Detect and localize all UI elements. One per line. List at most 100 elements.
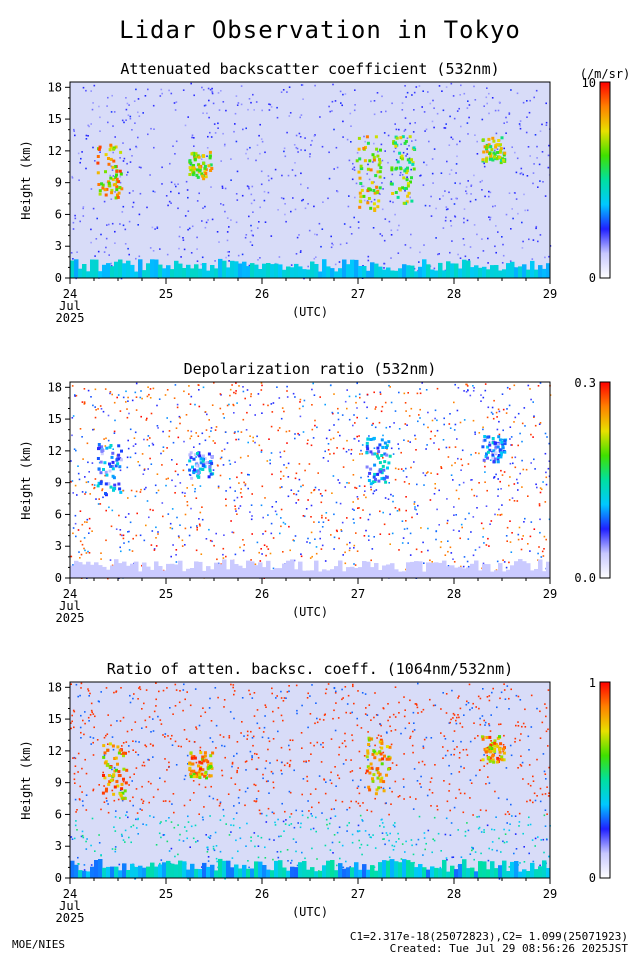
boundary-cell [542,860,547,878]
noise-dot [516,478,518,481]
noise-dot [177,745,180,747]
noise-dot [455,172,457,174]
cloud-cell [482,458,486,462]
noise-dot [271,411,274,413]
cloud-cell [109,176,113,180]
boundary-cell [98,271,103,278]
noise-dot [453,730,456,732]
noise-dot [430,777,433,779]
boundary-cell [482,266,487,278]
noise-dot [457,253,459,256]
cloud-cell [124,781,128,785]
cloud-cell [378,740,382,744]
boundary-cell [286,266,291,278]
noise-dot [155,545,158,547]
noise-dot [506,540,508,542]
noise-dot [409,441,411,443]
noise-dot [453,561,456,563]
boundary-layer [70,858,551,878]
noise-dot [382,751,385,754]
cloud-cell [108,184,112,188]
noise-dot [429,438,432,440]
noise-dot [152,250,155,252]
noise-dot [467,702,470,704]
noise-dot [484,724,486,726]
noise-dot [278,256,281,258]
noise-dot [270,177,273,180]
noise-dot [127,513,130,515]
noise-dot [433,148,436,150]
boundary-cell [214,870,219,878]
noise-dot [358,792,361,795]
noise-dot [459,751,461,754]
noise-dot [332,412,334,415]
noise-dot [218,804,221,807]
noise-dot [368,539,370,541]
noise-dot [315,546,318,548]
noise-dot [456,155,458,158]
cloud-cell [409,180,412,184]
noise-dot [107,803,109,805]
cloud-cell [485,150,489,154]
noise-dot [121,799,124,802]
noise-dot [93,428,95,431]
noise-dot [431,158,434,160]
cloud-cell [103,761,107,765]
boundary-cell [186,264,191,278]
noise-dot [527,824,530,826]
cloud-cell [372,155,376,159]
noise-dot [287,495,290,498]
noise-dot [307,692,309,695]
noise-dot [213,382,215,384]
noise-dot [346,389,348,391]
noise-dot [334,692,337,694]
cloud-cell [406,194,410,198]
noise-dot [502,840,504,843]
noise-dot [121,745,123,747]
noise-dot [182,840,185,842]
noise-dot [188,473,191,476]
noise-dot [140,166,142,169]
noise-dot [426,794,429,797]
noise-dot [102,410,105,413]
boundary-cell [290,559,295,578]
cloud-cell [398,151,402,155]
noise-dot [421,760,424,763]
boundary-cell [178,560,183,578]
noise-dot [447,456,450,458]
noise-dot [265,554,267,557]
noise-dot [234,783,237,785]
x-tick-label: 25 [159,887,173,901]
noise-dot [336,190,339,193]
noise-dot [297,822,299,824]
noise-dot [536,145,538,148]
noise-dot [77,695,79,698]
noise-dot [530,462,532,464]
noise-dot [447,550,449,553]
cloud-cell [379,468,383,472]
noise-dot [418,414,420,416]
noise-dot [245,845,247,847]
noise-dot [287,174,290,177]
noise-dot [233,693,235,696]
noise-dot [490,714,492,716]
noise-dot [503,828,505,831]
noise-dot [316,233,318,236]
noise-dot [94,850,96,852]
noise-dot [153,548,156,550]
noise-dot [308,760,310,762]
noise-dot [70,252,73,254]
boundary-cell [362,266,367,278]
noise-dot [237,430,239,433]
boundary-cell [142,867,147,878]
cloud-cell [489,145,493,149]
noise-dot [409,699,411,702]
boundary-cell [218,564,223,578]
noise-dot [157,533,159,535]
noise-dot [459,722,461,725]
noise-dot [348,195,350,197]
noise-dot [93,84,96,87]
noise-dot [92,428,94,431]
noise-dot [235,812,238,814]
noise-dot [168,435,170,438]
